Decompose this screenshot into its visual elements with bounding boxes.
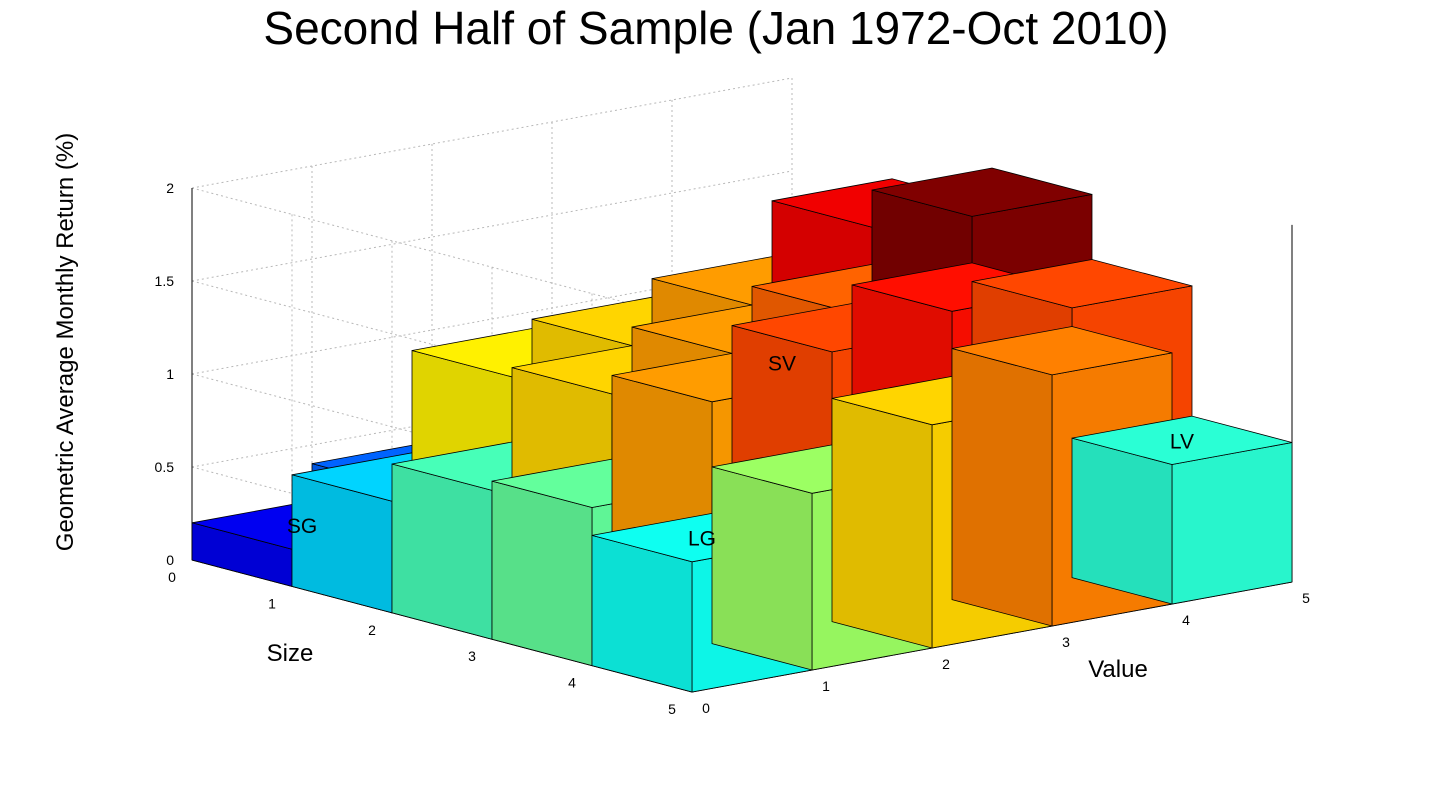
value-tick-label: 1 bbox=[822, 678, 830, 694]
bar-face bbox=[591, 534, 693, 693]
annotation-lv: LV bbox=[1170, 430, 1194, 453]
z-tick-label: 0.5 bbox=[155, 459, 175, 475]
z-axis-label: Geometric Average Monthly Return (%) bbox=[52, 133, 79, 551]
size-tick-label: 1 bbox=[268, 595, 276, 611]
bar-face bbox=[1071, 437, 1173, 605]
bar bbox=[971, 259, 1193, 309]
bar bbox=[1071, 415, 1293, 465]
bar-face bbox=[951, 347, 1053, 627]
size-axis-label: Size bbox=[267, 640, 314, 667]
grid-line bbox=[191, 263, 793, 375]
value-tick-label: 3 bbox=[1062, 634, 1070, 650]
size-tick-label: 3 bbox=[468, 648, 476, 664]
z-tick-label: 1 bbox=[166, 366, 174, 382]
size-tick-label: 0 bbox=[168, 569, 176, 585]
bar-face bbox=[491, 480, 593, 667]
bar-face bbox=[711, 466, 813, 671]
annotation-lg: LG bbox=[688, 528, 716, 551]
chart-title: Second Half of Sample (Jan 1972-Oct 2010… bbox=[263, 2, 1169, 54]
value-tick-label: 5 bbox=[1302, 590, 1310, 606]
annotation-sg: SG bbox=[287, 515, 317, 538]
grid-line bbox=[191, 187, 693, 321]
bar-face bbox=[391, 463, 493, 640]
value-tick-label: 4 bbox=[1182, 612, 1190, 628]
bar bbox=[951, 326, 1173, 376]
bar bbox=[871, 167, 1093, 217]
z-tick-label: 0 bbox=[166, 552, 174, 568]
z-tick-label: 1.5 bbox=[155, 273, 175, 289]
bar-face bbox=[831, 397, 933, 649]
value-tick-label: 2 bbox=[942, 656, 950, 672]
size-tick-label: 4 bbox=[568, 675, 576, 691]
grid-line bbox=[191, 77, 793, 189]
value-axis-label: Value bbox=[1088, 656, 1148, 683]
annotation-sv: SV bbox=[768, 353, 796, 376]
bar-face bbox=[1171, 442, 1293, 605]
size-tick-label: 5 bbox=[668, 701, 676, 717]
grid-line bbox=[191, 170, 793, 282]
value-tick-label: 0 bbox=[702, 700, 710, 716]
size-tick-label: 2 bbox=[368, 622, 376, 638]
z-tick-label: 2 bbox=[166, 180, 174, 196]
